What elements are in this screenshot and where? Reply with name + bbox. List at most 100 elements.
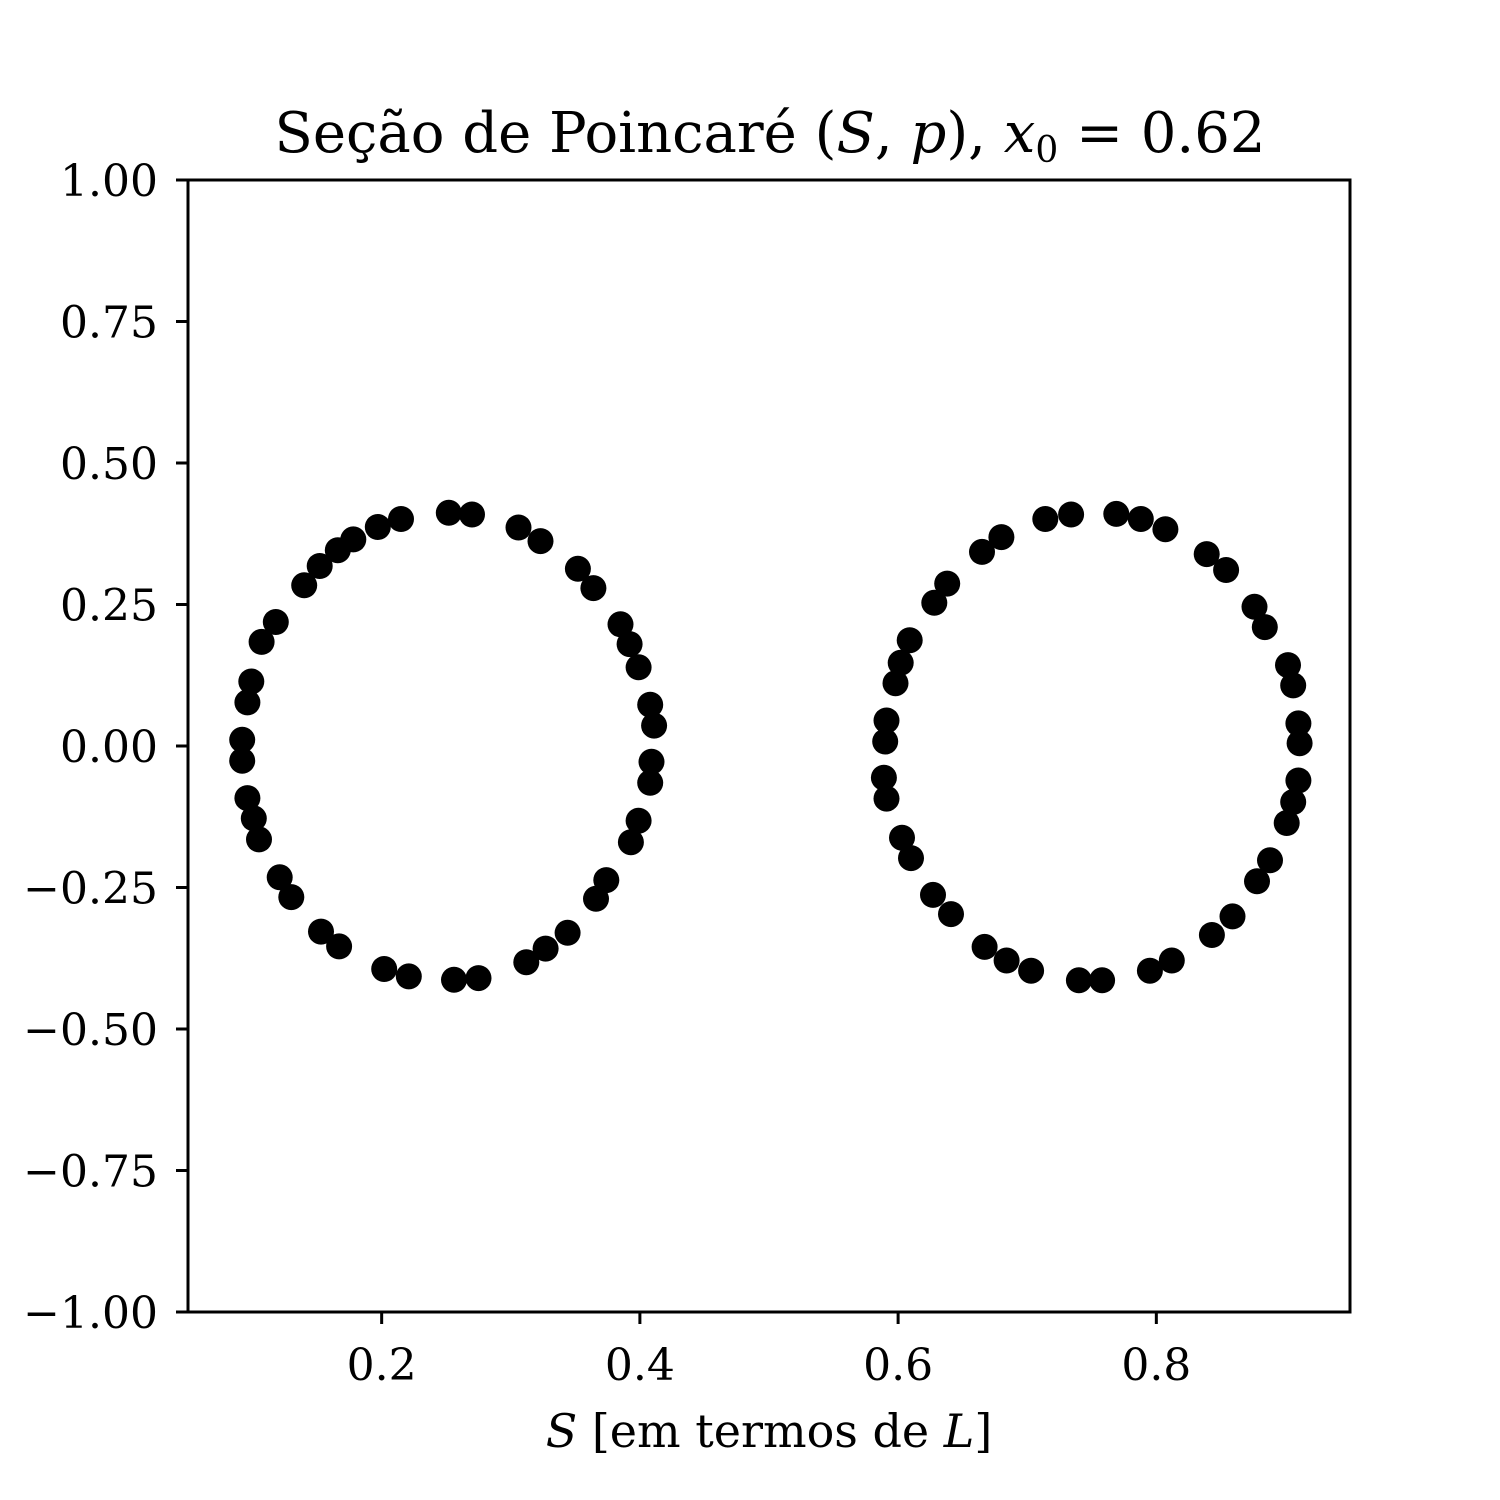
scatter-point [1285,710,1312,737]
y-axis: 1.00 0.75 0.50 0.25 0.00 −0.25 −0.50 −0.75 −1.00 [23,156,188,1339]
x-tick-label: 0.4 [605,1340,675,1391]
scatter-point [278,884,305,911]
scatter-point [971,933,998,960]
scatter-point [993,947,1020,974]
scatter-point [1136,957,1163,984]
scatter-point [234,689,261,716]
y-tick-label: 0.75 [60,298,158,349]
y-tick-label: −0.50 [23,1005,158,1056]
scatter-point [1244,868,1270,895]
x-axis: 0.2 0.4 0.6 0.8 [347,1312,1191,1391]
scatter-point [240,805,267,832]
scatter-point [920,881,946,908]
scatter-point [872,728,899,755]
scatter-point [229,726,256,753]
scatter-point [1280,672,1307,699]
scatter-point [938,901,964,928]
scatter-point [617,829,644,856]
x-tick-label: 0.2 [347,1340,417,1391]
scatter-point [1251,614,1278,641]
y-tick-label: −0.75 [23,1147,158,1198]
scatter-point [969,538,995,565]
scatter-point [616,631,643,658]
scatter-point [934,570,961,597]
scatter-point [326,933,353,960]
scatter-point [625,654,652,681]
scatter-point [870,764,897,791]
scatter-point [395,963,422,990]
scatter-point [465,965,492,992]
scatter-point [364,514,391,540]
scatter-point [1089,967,1116,994]
scatter-point [625,807,652,834]
scatter-point [229,747,256,774]
scatter-points [229,499,1313,994]
scatter-point [637,691,664,718]
scatter-point [564,555,591,582]
scatter-point [921,589,948,616]
scatter-point [882,670,909,697]
scatter-point [873,785,900,812]
scatter-point [248,628,275,655]
y-tick-label: 0.50 [60,439,158,490]
x-tick-label: 0.8 [1121,1340,1191,1391]
y-tick-label: −1.00 [23,1288,158,1339]
y-tick-label: −0.25 [23,864,158,915]
scatter-point [1257,847,1283,874]
scatter-point [1280,789,1307,815]
scatter-point [1275,652,1301,679]
scatter-point [554,919,581,946]
scatter-point [1058,501,1085,528]
scatter-point [1213,557,1240,583]
scatter-point [1286,730,1313,757]
scatter-point [1285,767,1312,794]
scatter-point [459,501,485,528]
scatter-point [441,966,467,993]
scatter-point [234,785,261,812]
scatter-point [527,528,554,555]
scatter-point [873,707,900,734]
scatter-point [291,572,318,599]
scatter-point [435,499,462,526]
scatter-point [1193,541,1220,568]
scatter-point [607,611,634,638]
scatter-point [505,514,532,541]
x-tick-label: 0.6 [863,1340,933,1391]
chart-title: Seção de Poincaré (S, p), x0 = 0.62 [275,101,1266,171]
scatter-point [1032,506,1059,532]
scatter-point [1198,922,1225,948]
scatter-point [1103,500,1130,527]
scatter-point [246,826,272,853]
scatter-point [898,845,924,872]
scatter-point [1127,506,1154,532]
scatter-point [1241,593,1268,620]
scatter-point [340,526,367,553]
scatter-point [1152,516,1179,543]
scatter-point [371,956,398,982]
scatter-point [532,935,559,962]
scatter-point [308,918,334,945]
scatter-point [637,769,664,796]
scatter-point [266,864,293,891]
scatter-point [1219,903,1246,930]
scatter-point [306,553,333,579]
scatter-point [1158,947,1185,974]
scatter-point [889,824,915,851]
y-tick-label: 0.00 [60,722,158,773]
scatter-point [580,575,607,602]
scatter-point [638,748,665,775]
scatter-point [641,712,668,739]
scatter-point [887,649,914,676]
scatter-point [1273,810,1300,836]
scatter-point [988,524,1015,551]
scatter-point [583,885,609,912]
scatter-point [1065,967,1092,994]
y-tick-label: 1.00 [60,156,158,207]
scatter-point [238,668,265,695]
y-tick-label: 0.25 [60,581,158,632]
plot-area-frame [186,178,1352,1314]
scatter-point [896,627,923,654]
scatter-point [388,506,414,532]
scatter-point [1018,957,1045,984]
